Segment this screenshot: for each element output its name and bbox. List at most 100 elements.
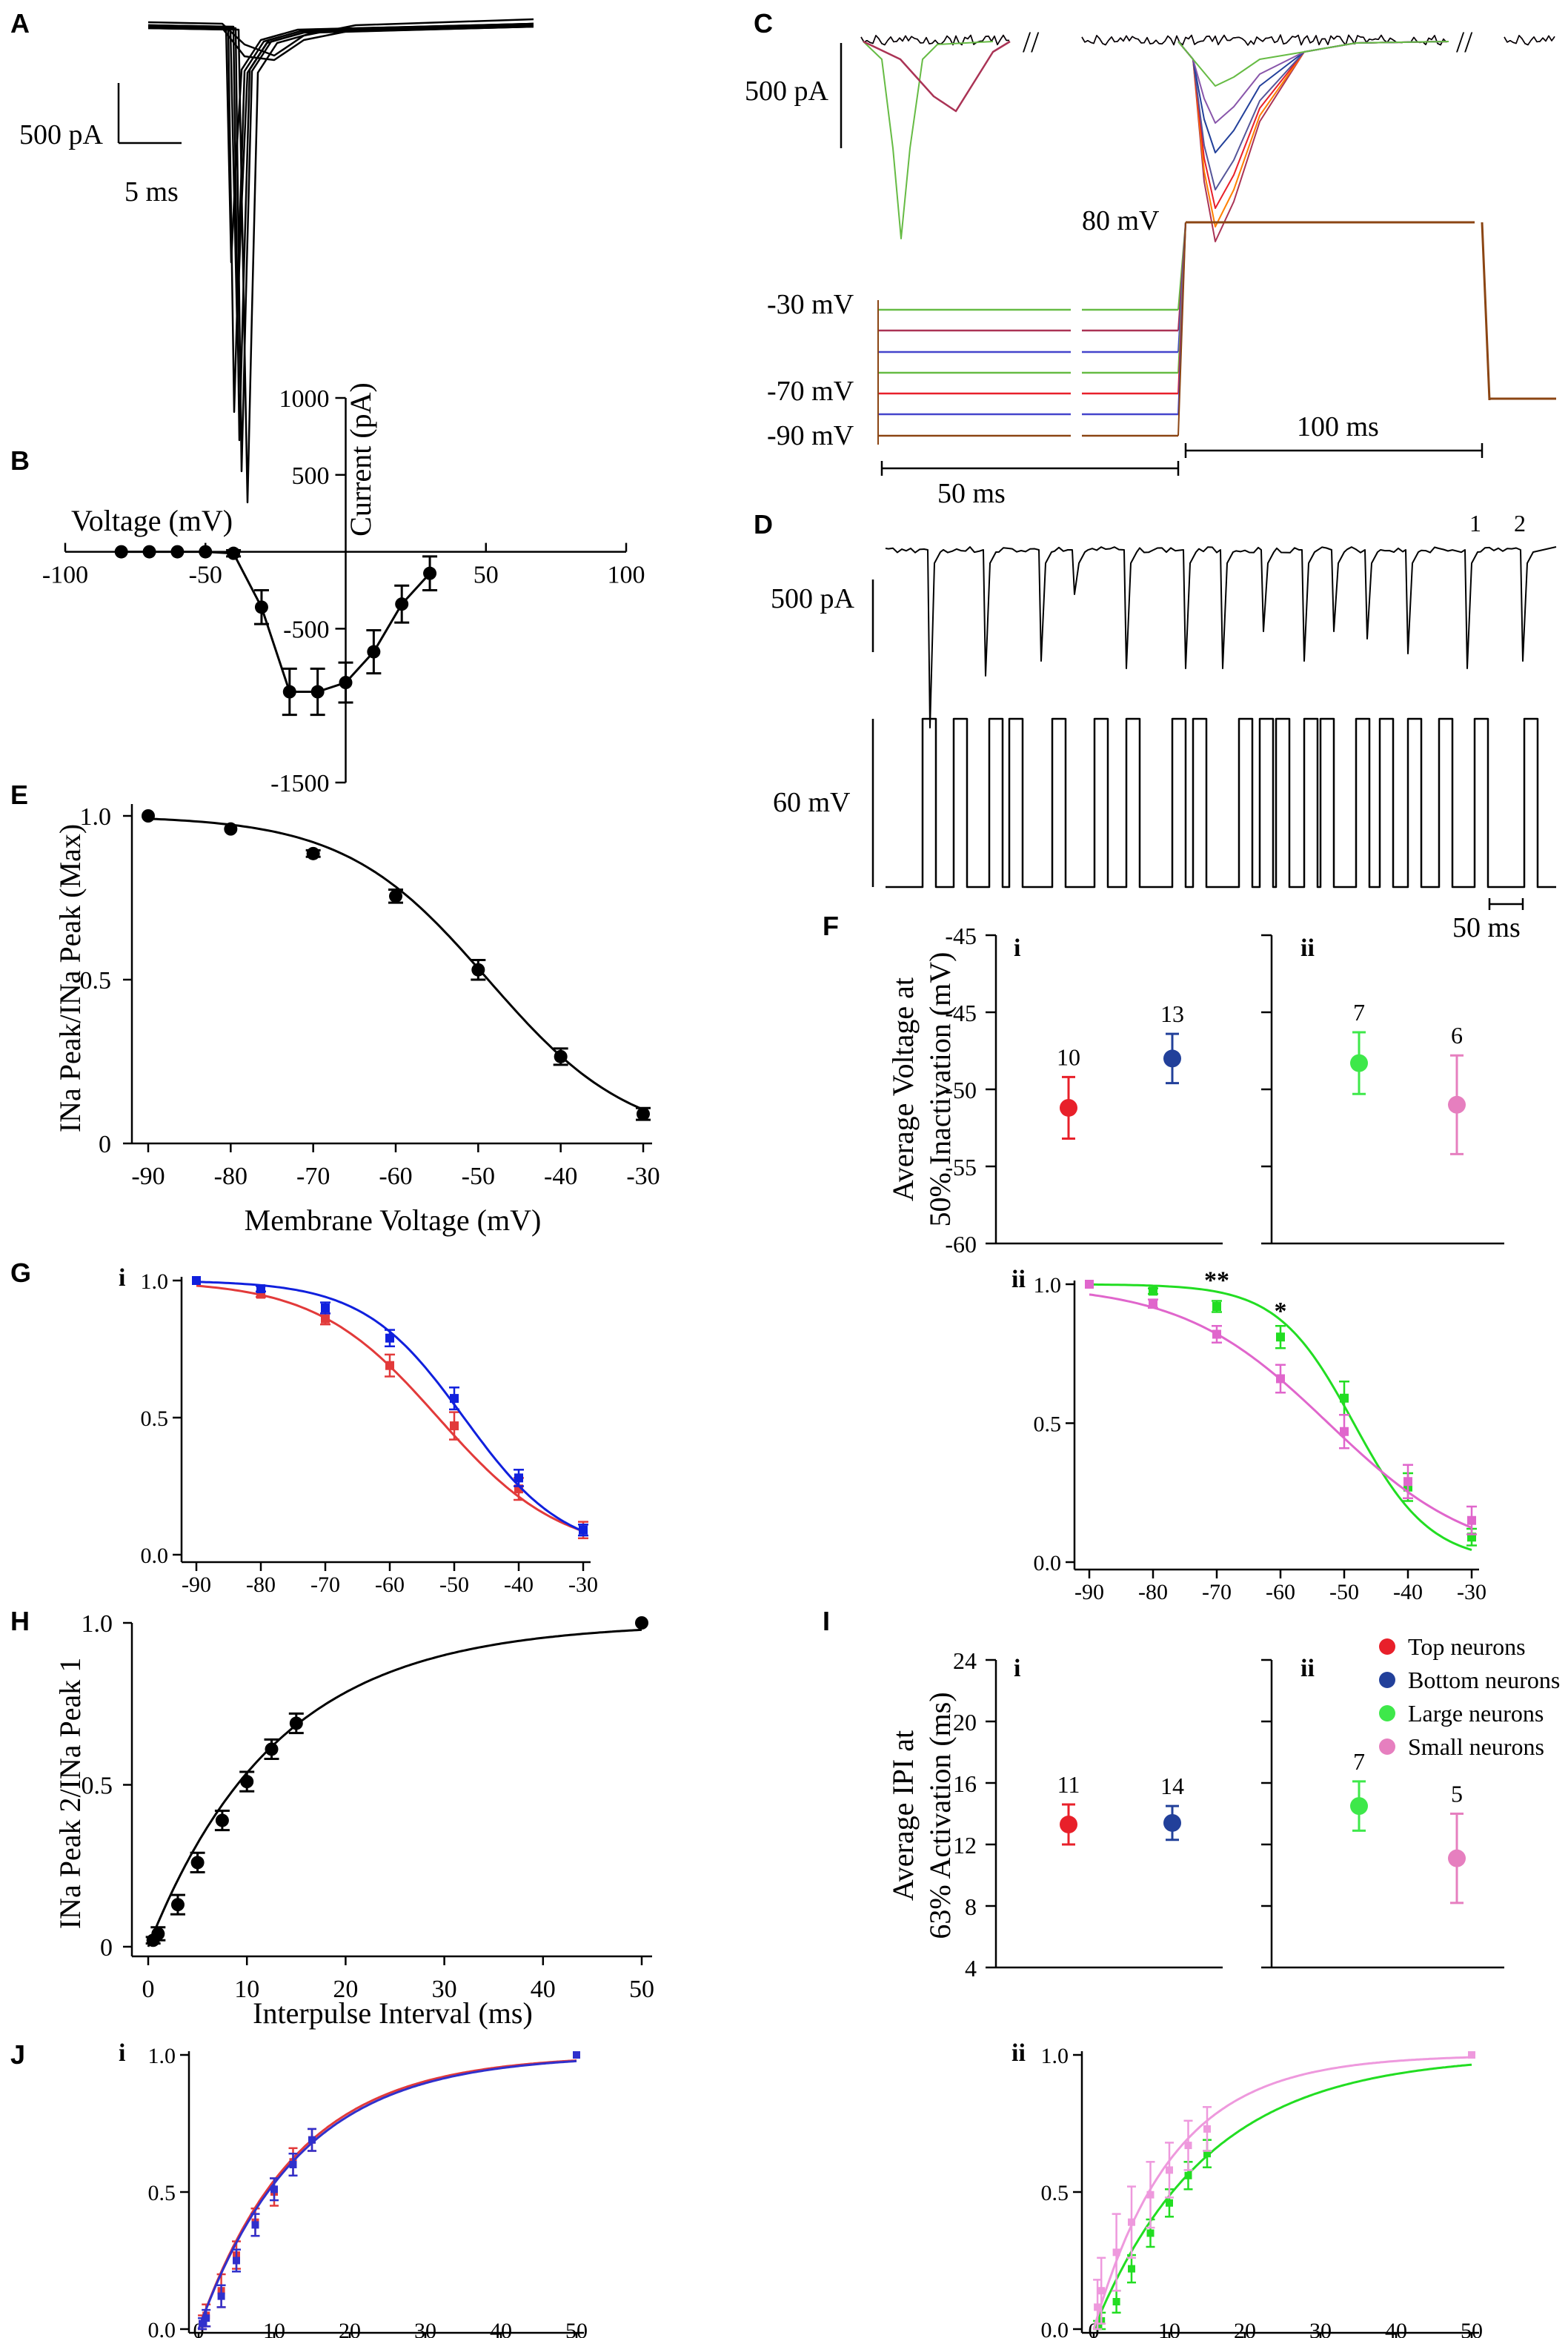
panel-A-current-trace: [147, 25, 534, 326]
legend-marker-bottom-neurons: [1379, 1672, 1395, 1688]
panel-J-x-tick-label: 50: [1461, 2319, 1483, 2338]
panel-A-current-trace: [147, 24, 534, 414]
panel-E-y-axis-label: INa Peak/INa Peak (Max): [53, 824, 87, 1133]
panel-G-x-tick-label: -60: [375, 1572, 405, 1597]
panel-H-x-axis-label: Interpulse Interval (ms): [253, 1996, 533, 2030]
panel-C-noise-trace: [1081, 34, 1447, 46]
panel-G-x-tick-label: -50: [439, 1572, 469, 1597]
panel-G-significance-marker: **: [1204, 1267, 1229, 1295]
panel-A-scale-current-label: 500 pA: [19, 119, 104, 150]
panel-C-step-fall: [1481, 222, 1491, 401]
panel-I-n-label: 14: [1160, 1773, 1184, 1799]
panel-E-data-point: [142, 809, 155, 823]
panel-F-sublabel-i: i: [1014, 934, 1020, 962]
panel-H-data-point: [265, 1742, 279, 1756]
panel-G-i-fit-curve: [196, 1284, 584, 1532]
panel-F-y-axis-label-line1: Average Voltage at: [886, 977, 920, 1201]
panel-G-y-tick-label: 0.5: [141, 1407, 169, 1431]
panel-J-bottom-neurons-point: [217, 2292, 225, 2300]
panel-E-x-tick-label: -40: [544, 1163, 577, 1190]
panel-G-i-fit-curve: [196, 1281, 584, 1532]
panel-F-i-bottom-neurons-point: [1163, 1049, 1181, 1068]
panel-C-80mV-label: 80 mV: [1082, 205, 1160, 236]
panel-J-small-neurons-point: [1184, 2142, 1192, 2150]
panel-H-x-tick-label: 20: [333, 1976, 358, 2003]
panel-I-y-axis-label-line2: 63% Activation (ms): [923, 1692, 957, 1939]
panel-G-top-neurons-point: [450, 1421, 459, 1431]
panel-E-data-point: [637, 1107, 650, 1121]
panel-E-data-point: [389, 889, 402, 903]
panel-I-n-label: 11: [1057, 1771, 1080, 1798]
panel-G-x-tick-label: -70: [310, 1572, 340, 1597]
panel-A-scale-time-label: 5 ms: [124, 176, 179, 207]
panel-J-x-tick-label: 40: [1385, 2319, 1407, 2338]
panel-D-scale-voltage-label: 60 mV: [773, 787, 851, 818]
panel-I-i-top-neurons-point: [1060, 1816, 1077, 1834]
panel-H-data-point: [170, 1898, 185, 1912]
panel-F-n-label: 7: [1353, 999, 1365, 1026]
panel-E-x-axis-label: Membrane Voltage (mV): [245, 1203, 542, 1237]
panel-G-sublabel-ii: ii: [1011, 1266, 1026, 1293]
panel-J-large-neurons-point: [1184, 2171, 1192, 2179]
panel-F-y-tick-label: -55: [945, 1154, 977, 1180]
panel-E-x-tick-label: -60: [379, 1163, 412, 1190]
panel-J-bottom-neurons-point: [199, 2319, 207, 2328]
panel-G-bottom-neurons-point: [321, 1303, 330, 1312]
panel-J-small-neurons-point: [1166, 2166, 1173, 2174]
panel-G-bottom-neurons-point: [450, 1394, 459, 1404]
panel-J-sublabel-ii: ii: [1011, 2039, 1026, 2067]
panel-label-C: C: [754, 8, 773, 39]
panel-C-90mV-label: -90 mV: [767, 420, 854, 451]
panel-D-time-label: 50 ms: [1452, 912, 1521, 943]
panel-H-data-point: [190, 1856, 205, 1870]
panel-F-y-tick-label: -45: [945, 923, 977, 949]
panel-G-x-tick-label: -90: [1074, 1580, 1104, 1604]
legend-label-small-neurons: Small neurons: [1408, 1733, 1544, 1760]
panel-G-small-neurons-point: [1276, 1374, 1285, 1384]
panel-H-y-tick-label: 0.5: [82, 1773, 113, 1800]
panel-J-y-tick-label: 0.0: [148, 2318, 176, 2338]
panel-C-current-trace: [1177, 41, 1449, 190]
panel-E-y-tick-label: 0: [99, 1131, 111, 1158]
panel-A-current-trace: [147, 22, 534, 442]
panel-J-bottom-neurons-point: [233, 2256, 240, 2265]
panel-J-bottom-neurons-point: [202, 2314, 210, 2322]
panel-H-data-point: [240, 1775, 254, 1789]
panel-B-data-point: [395, 597, 409, 611]
panel-I-y-tick-label: 16: [953, 1770, 977, 1797]
panel-G-bottom-neurons-point: [192, 1276, 201, 1285]
panel-label-I: I: [823, 1606, 830, 1636]
panel-J-small-neurons-point: [1203, 2125, 1211, 2133]
panel-B-x-tick-label: -50: [189, 562, 222, 589]
panel-C-30mV-label: -30 mV: [767, 289, 854, 320]
panel-J-small-neurons-point: [1097, 2287, 1106, 2295]
panel-J-bottom-neurons-point: [270, 2185, 278, 2193]
panel-I-i-bottom-neurons-point: [1163, 1813, 1181, 1832]
panel-G-sublabel-i: i: [119, 1264, 125, 1292]
panel-J-x-tick-label: 10: [263, 2319, 285, 2338]
panel-J-i-fit-curve: [197, 2059, 577, 2330]
panel-A-current-trace: [147, 22, 534, 264]
panel-D-current-trace: [885, 546, 1557, 728]
panel-B-x-tick-label: 100: [608, 562, 645, 589]
panel-G-small-neurons-point: [1085, 1280, 1094, 1289]
panel-J-x-tick-label: 30: [1309, 2319, 1332, 2338]
panel-label-H: H: [10, 1606, 30, 1636]
panel-F-ii-small-neurons-point: [1448, 1095, 1466, 1114]
panel-C-current-trace: [1177, 41, 1449, 242]
panel-E-x-tick-label: -80: [214, 1163, 248, 1190]
panel-label-F: F: [823, 911, 839, 941]
panel-B-data-point: [142, 545, 156, 559]
panel-H-x-tick-label: 50: [629, 1976, 654, 2003]
panel-D-scale-current-label: 500 pA: [771, 583, 855, 614]
panel-G-significance-marker: *: [1275, 1298, 1287, 1325]
panel-G-top-neurons-point: [385, 1361, 394, 1370]
panel-G-large-neurons-point: [1149, 1286, 1157, 1296]
panel-E-x-tick-label: -90: [131, 1163, 165, 1190]
panel-G-ii-fit-curve: [1089, 1283, 1472, 1552]
panel-D-pulse-1-label: 1: [1469, 510, 1481, 537]
panel-G-x-tick-label: -80: [1138, 1580, 1168, 1604]
panel-B-data-point: [282, 685, 296, 699]
panel-F-y-tick-label: -45: [945, 1000, 977, 1026]
panel-C-current-trace: [1177, 41, 1449, 87]
